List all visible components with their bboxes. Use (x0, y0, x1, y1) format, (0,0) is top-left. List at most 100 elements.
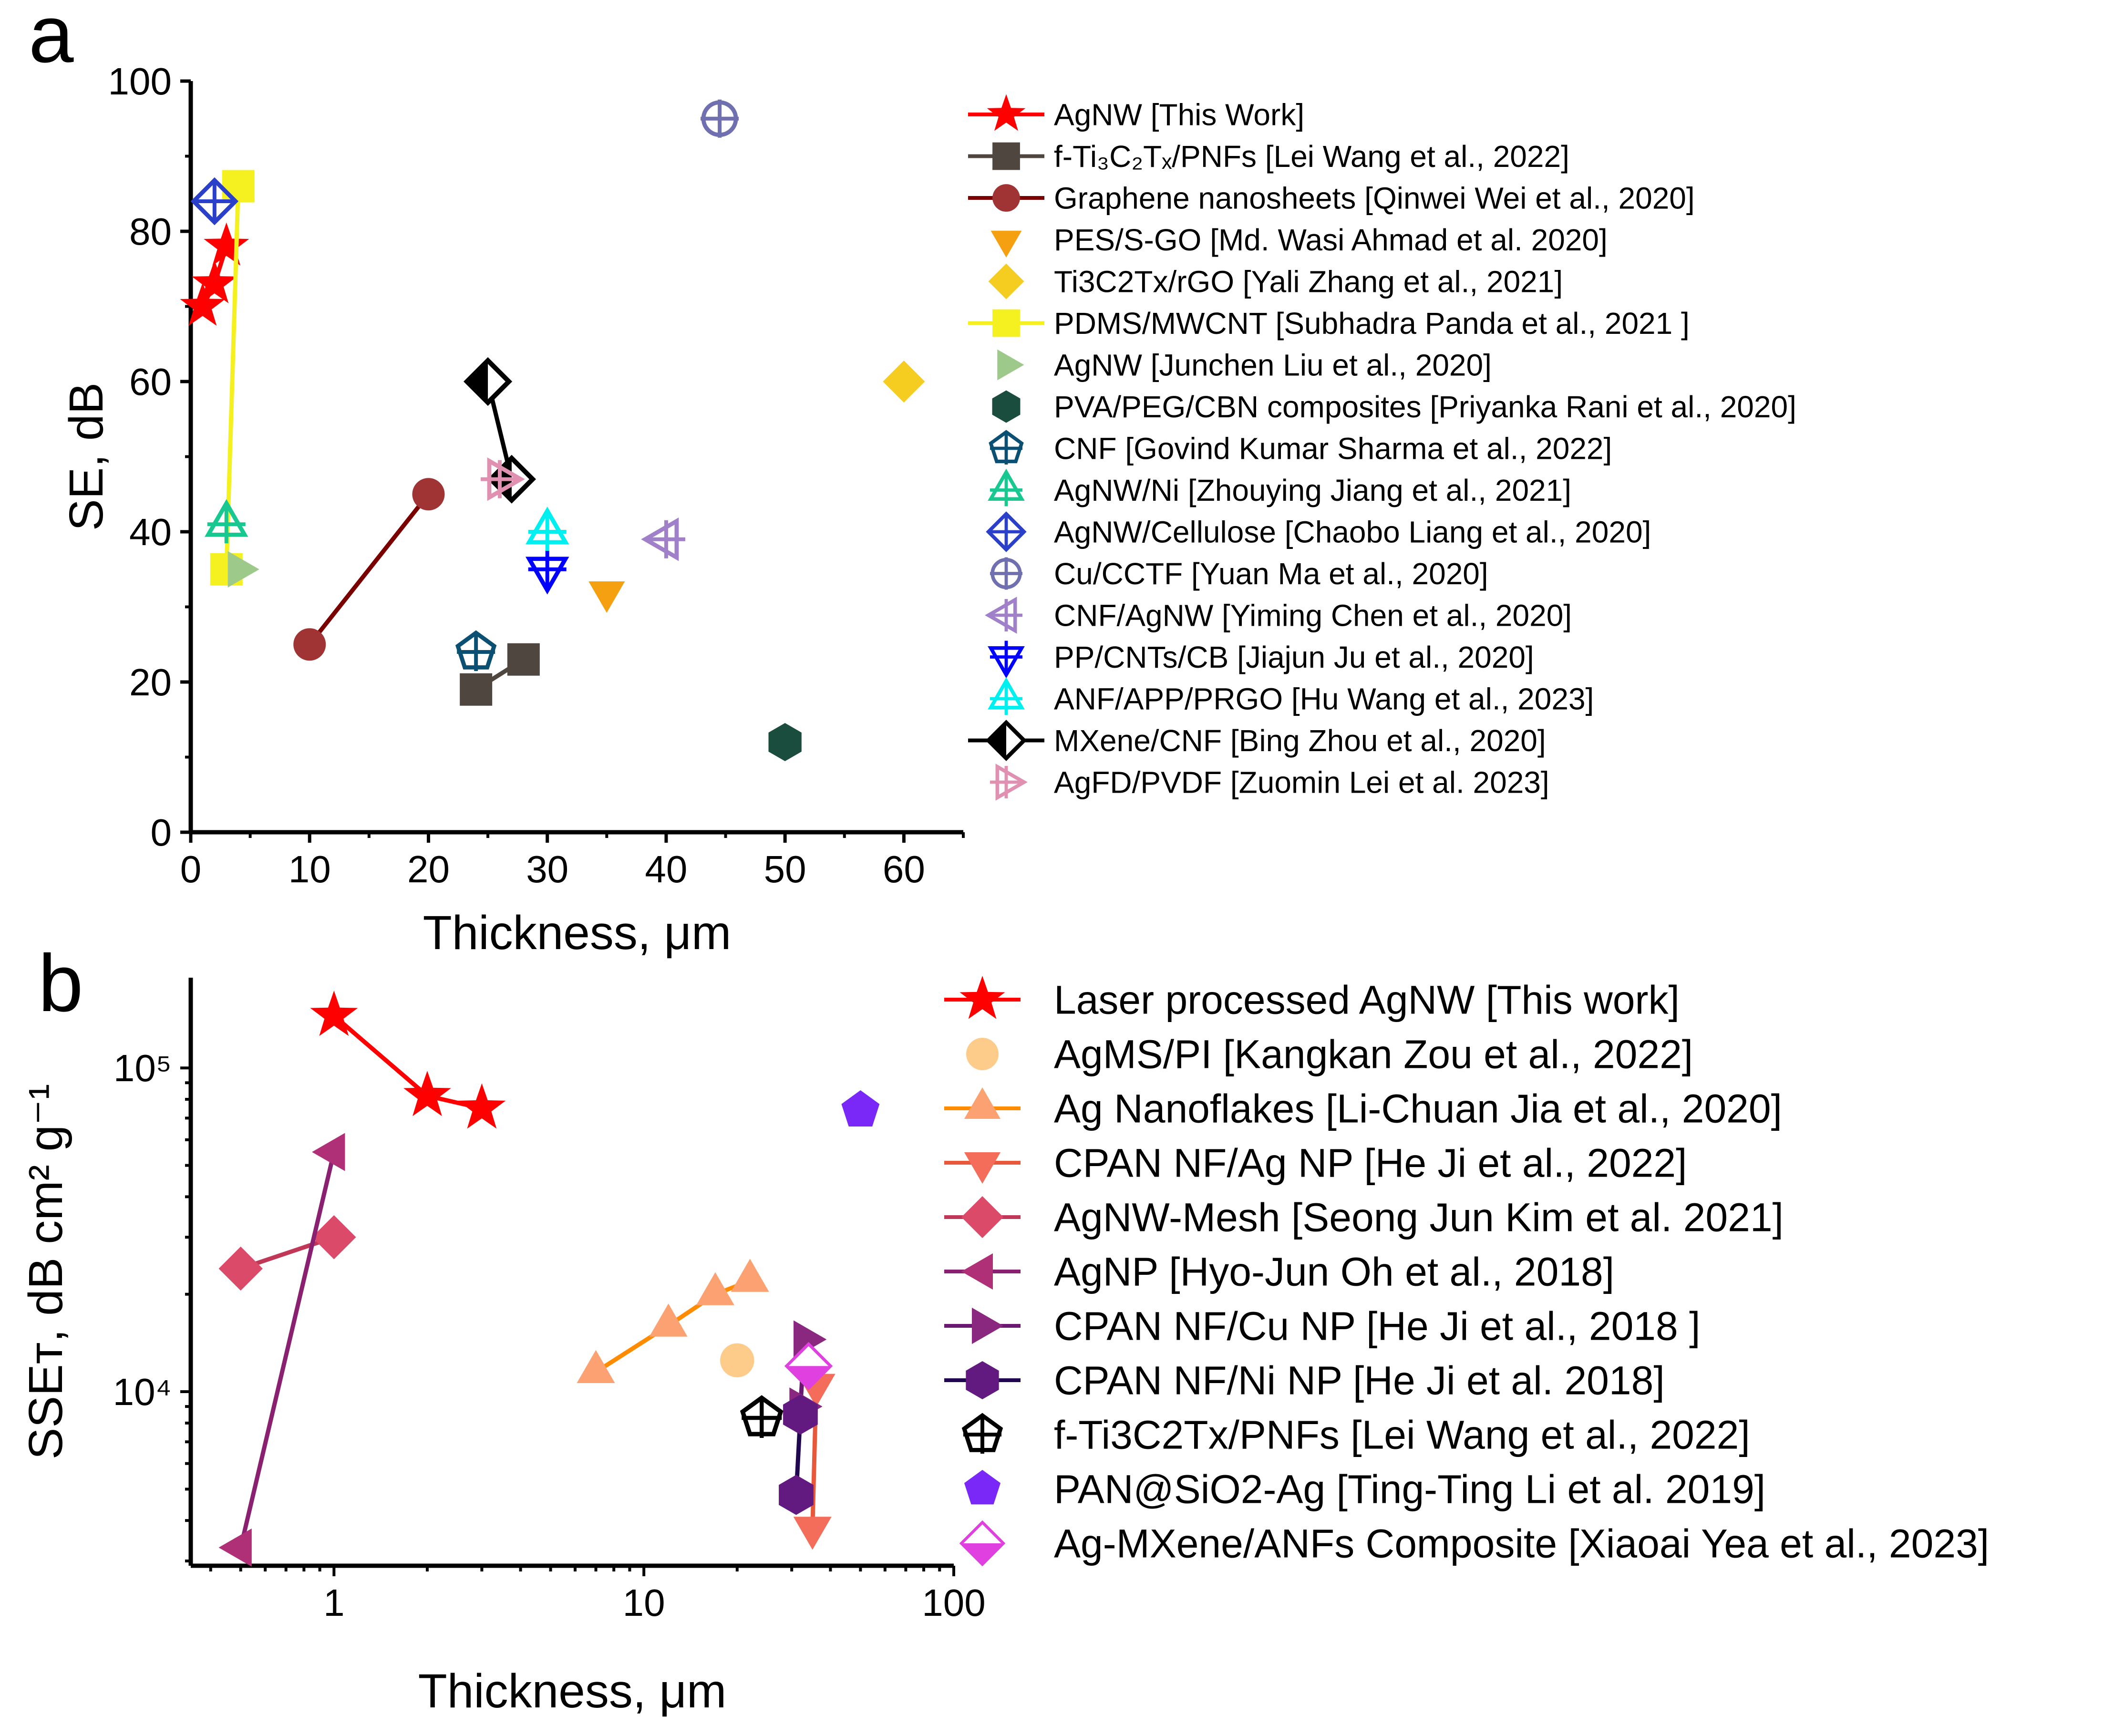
series-4 (218, 1215, 356, 1291)
legend-item: CPAN NF/Cu NP [He Ji et al., 2018 ] (944, 1303, 1700, 1348)
series-4 (883, 361, 925, 403)
legend-item: Ag-MXene/ANFs Composite [Xiaoai Yea et a… (959, 1520, 1989, 1567)
legend-marker (966, 1038, 999, 1070)
y-tick-label: 10⁴ (113, 1371, 172, 1413)
x-tick-label: 0 (180, 848, 202, 890)
series-line (238, 1151, 336, 1548)
legend-item: f-Ti3C2Tx/PNFs [Lei Wang et al., 2022] (961, 1412, 1750, 1457)
legend-item: Cu/CCTF [Yuan Ma et al., 2020] (990, 557, 1488, 591)
y-tick-label: 10⁵ (113, 1047, 172, 1089)
series-line (595, 1279, 751, 1374)
data-point (720, 1343, 754, 1377)
legend-item: Graphene nanosheets [Qinwei Wei et al., … (968, 181, 1695, 215)
series-6 (227, 551, 259, 588)
legend-marker (961, 1253, 993, 1290)
x-axis-label: Thickness, μm (423, 906, 732, 960)
legend-item: Laser processed AgNW [This work] (944, 976, 1680, 1022)
legend-label: AgMS/PI [Kangkan Zou et al., 2022] (1054, 1032, 1693, 1076)
legend-label: AgNW-Mesh [Seong Jun Kim et al. 2021] (1054, 1195, 1784, 1240)
legend-item: CNF [Govind Kumar Sharma et al., 2022] (989, 430, 1612, 465)
x-tick-label: 10 (623, 1581, 665, 1624)
data-point (412, 478, 445, 511)
legend-item: CPAN NF/Ag NP [He Ji et al., 2022] (944, 1140, 1687, 1185)
legend-marker (992, 390, 1021, 423)
series-3 (588, 581, 625, 613)
legend-marker (992, 142, 1020, 170)
legend-item: f-Ti₃C₂Tₓ/PNFs [Lei Wang et al., 2022] (968, 139, 1569, 174)
legend-label: PP/CNTs/CB [Jiajun Ju et al., 2020] (1054, 640, 1534, 674)
legend-item: AgNW-Mesh [Seong Jun Kim et al. 2021] (944, 1195, 1784, 1240)
data-point (588, 581, 625, 613)
data-point (793, 1517, 832, 1550)
series-13 (525, 550, 569, 595)
legend-marker (964, 1470, 1001, 1505)
legend-item: PP/CNTs/CB [Jiajun Ju et al., 2020] (988, 640, 1534, 679)
legend-item: AgNW [This Work] (968, 94, 1304, 132)
y-tick-label: 40 (129, 511, 172, 553)
y-tick-label: 0 (151, 811, 172, 854)
legend-label: AgNP [Hyo-Jun Oh et al., 2018] (1054, 1249, 1614, 1294)
data-point (403, 1071, 451, 1116)
y-axis-label: SSEᴛ, dB cm² g⁻¹ (19, 1084, 72, 1460)
legend-label: PDMS/MWCNT [Subhadra Panda et al., 2021 … (1054, 306, 1690, 341)
legend-label: Ti3C2Tx/rGO [Yali Zhang et al., 2021] (1054, 264, 1563, 299)
legend-label: CPAN NF/Ag NP [He Ji et al., 2022] (1054, 1140, 1687, 1185)
series-2 (293, 478, 445, 661)
legend-marker (966, 1361, 999, 1399)
legend-marker-fill (988, 723, 1006, 758)
legend-label: PVA/PEG/CBN composites [Priyanka Rani et… (1054, 390, 1796, 424)
data-point (218, 1528, 252, 1567)
data-point (222, 170, 255, 203)
x-tick-label: 20 (407, 848, 450, 890)
data-point (507, 643, 540, 676)
legend-label: AgNW [Junchen Liu et al., 2020] (1054, 348, 1492, 382)
x-tick-label: 50 (764, 848, 806, 890)
legend-item: PES/S-GO [Md. Wasi Ahmad et al. 2020] (990, 223, 1608, 258)
legend-item: AgNW [Junchen Liu et al., 2020] (997, 348, 1492, 382)
data-point (227, 551, 259, 588)
series-line (308, 493, 430, 646)
data-point (841, 1090, 880, 1126)
legend-label: ANF/APP/PRGO [Hu Wang et al., 2023] (1054, 682, 1594, 716)
legend-marker (992, 184, 1020, 212)
data-point (192, 260, 237, 303)
data-point (696, 1272, 734, 1305)
legend-marker (990, 230, 1022, 258)
legend-label: PAN@SiO2-Ag [Ting-Ting Li et al. 2019] (1054, 1467, 1765, 1511)
legend-marker (972, 1307, 1003, 1344)
series-10 (784, 1342, 833, 1390)
legend-item: AgNP [Hyo-Jun Oh et al., 2018] (944, 1249, 1614, 1294)
legend-marker (986, 511, 1027, 552)
x-tick-label: 30 (526, 848, 568, 890)
legend-label: Laser processed AgNW [This work] (1054, 977, 1680, 1022)
data-point (458, 1083, 506, 1129)
x-axis-label: Thickness, μm (418, 1664, 727, 1718)
legend-item: AgMS/PI [Kangkan Zou et al., 2022] (966, 1032, 1693, 1076)
legend-label: Graphene nanosheets [Qinwei Wei et al., … (1054, 181, 1695, 215)
chart-b: 1 10 100 10⁴ 10⁵ Thickness, μm SSEᴛ, dB cm² g⁻… (19, 976, 1989, 1718)
series-11 (701, 99, 739, 138)
data-point (883, 361, 925, 403)
legend-item: CPAN NF/Ni NP [He Ji et al. 2018] (944, 1358, 1665, 1403)
data-point-fill (786, 1366, 831, 1388)
series-14 (525, 506, 569, 551)
x-tick-label: 40 (645, 848, 687, 890)
legend-label: AgNW [This Work] (1054, 97, 1304, 132)
legend-item: ANF/APP/PRGO [Hu Wang et al., 2023] (988, 677, 1594, 716)
legend-marker (959, 976, 1005, 1019)
legend-label: f-Ti₃C₂Tₓ/PNFs [Lei Wang et al., 2022] (1054, 139, 1569, 174)
y-tick-label: 60 (129, 361, 172, 403)
series-12 (641, 517, 685, 561)
data-point (293, 628, 326, 661)
legend-label: Ag-MXene/ANFs Composite [Xiaoai Yea et a… (1054, 1521, 1989, 1566)
data-point (577, 1350, 615, 1383)
data-point (310, 991, 358, 1036)
panel-label-a: a (29, 0, 74, 80)
series-9 (841, 1090, 880, 1126)
y-tick-label: 100 (108, 60, 172, 103)
series-5 (218, 1133, 345, 1567)
series-16 (481, 457, 525, 501)
x-tick-label: 100 (922, 1581, 985, 1624)
legend-item: PDMS/MWCNT [Subhadra Panda et al., 2021 … (968, 306, 1690, 341)
